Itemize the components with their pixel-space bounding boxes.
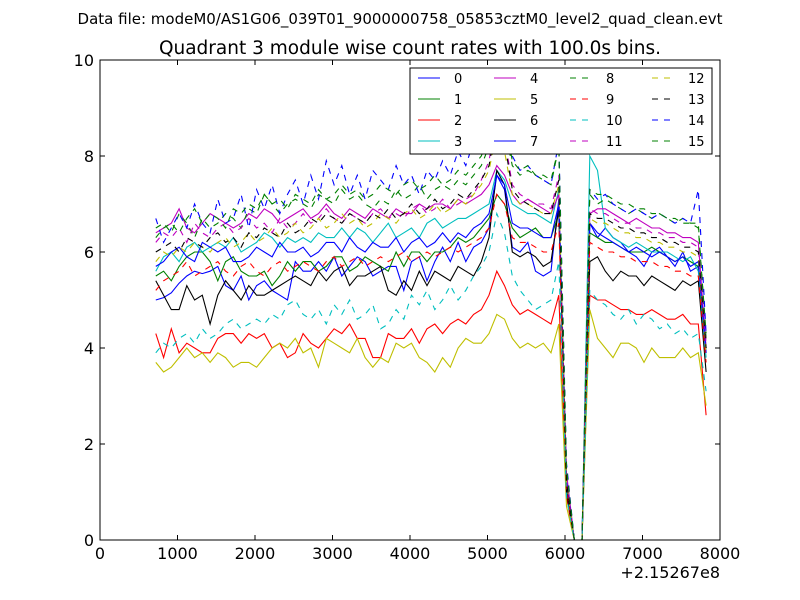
chart-title: Quadrant 3 module wise count rates with … [159,38,661,59]
series-layer [155,87,707,541]
y-tick-label: 10 [74,51,94,70]
legend-label-12: 12 [688,72,705,87]
x-tick-label: 1000 [157,544,198,563]
legend-label-9: 9 [606,93,614,108]
legend-label-6: 6 [530,114,538,129]
series-line-8 [155,106,707,541]
y-tick-label: 6 [84,243,94,262]
x-tick-label: 4000 [390,544,431,563]
legend-frame [409,67,713,155]
y-tick-label: 0 [84,531,94,550]
legend-label-13: 13 [688,93,705,108]
chart-suptitle: Data file: modeM0/AS1G06_039T01_90000007… [78,10,723,29]
legend-label-5: 5 [530,93,538,108]
series-line-0 [155,173,707,541]
legend-label-2: 2 [454,114,462,129]
y-tick-label: 4 [84,339,94,358]
legend-label-15: 15 [688,135,705,150]
x-tick-label: 3000 [312,544,353,563]
series-line-12 [155,130,707,541]
legend-label-4: 4 [530,72,538,87]
series-line-6 [155,168,707,541]
x-tick-label: 6000 [545,544,586,563]
series-line-4 [155,164,707,541]
series-line-5 [155,309,707,541]
x-tick-label: 8000 [700,544,741,563]
y-tick-label: 8 [84,147,94,166]
series-line-14 [155,87,707,541]
x-tick-label: 0 [95,544,105,563]
legend-label-3: 3 [454,135,462,150]
legend-label-1: 1 [454,93,462,108]
series-line-15 [155,96,707,541]
x-tick-label: 7000 [622,544,663,563]
series-line-2 [155,269,707,541]
legend-label-0: 0 [454,72,462,87]
series-line-7 [155,173,707,541]
x-tick-label: 5000 [467,544,508,563]
series-line-10 [155,211,707,541]
legend-label-10: 10 [606,114,623,129]
legend-label-11: 11 [606,135,623,150]
y-tick-label: 2 [84,435,94,454]
legend-label-7: 7 [530,135,538,150]
x-offset-label: +2.15267e8 [620,563,720,582]
x-tick-label: 2000 [235,544,276,563]
series-line-3 [155,153,707,541]
legend-label-8: 8 [606,72,614,87]
series-line-13 [155,120,707,541]
legend-label-14: 14 [688,114,705,129]
series-line-11 [155,115,707,541]
